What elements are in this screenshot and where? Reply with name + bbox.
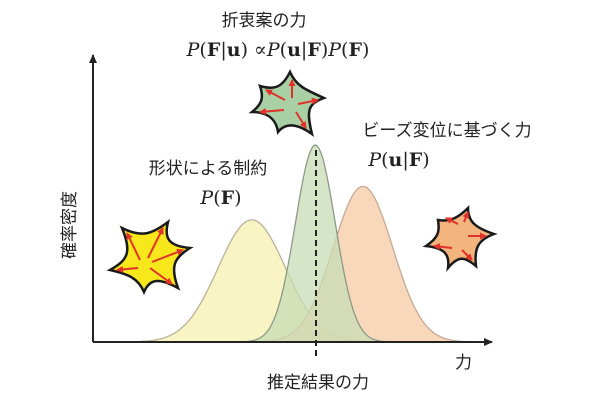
cell-force-arrows (116, 227, 184, 285)
cell-body (106, 218, 194, 296)
bead-formula: P(u|F) (367, 149, 429, 171)
bead-title: ビーズ変位に基づく力 (362, 121, 531, 141)
cell-body (422, 204, 498, 273)
estimate-label: 推定結果の力 (267, 373, 369, 393)
shape-title: 形状による制約 (149, 159, 268, 179)
bead-cell (422, 204, 498, 273)
cell-force-arrows (259, 79, 319, 129)
compromise-cell (248, 69, 328, 137)
shape-cell (106, 218, 194, 296)
cell-body (248, 69, 328, 137)
compromise-title: 折衷案の力 (222, 11, 307, 31)
compromise-formula: P(F|u) ∝P(u|F)P(F) (186, 39, 370, 61)
shape-formula: P(F) (199, 187, 241, 209)
x-axis-label: 力 (455, 353, 472, 373)
cell-force-arrows (433, 211, 487, 261)
y-axis-label: 確率密度 (60, 191, 80, 259)
